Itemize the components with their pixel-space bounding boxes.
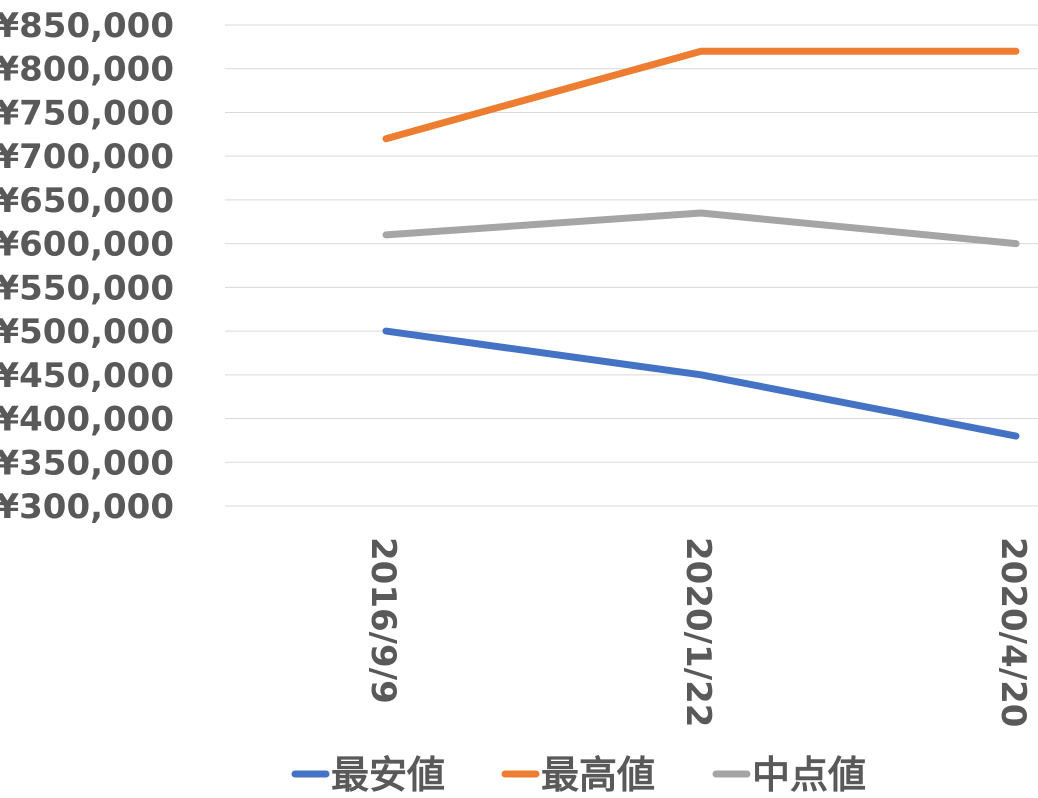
y-tick-label: ¥450,000 bbox=[0, 356, 174, 396]
series-line-1 bbox=[382, 47, 1020, 143]
y-axis-tick-labels: ¥300,000¥350,000¥400,000¥450,000¥500,000… bbox=[0, 6, 174, 527]
y-tick-label: ¥800,000 bbox=[0, 50, 174, 90]
x-axis-tick-labels: 2016/9/9 2020/1/22 2020/4/20 bbox=[363, 537, 1033, 727]
y-tick-label: ¥600,000 bbox=[0, 225, 174, 265]
y-tick-label: ¥400,000 bbox=[0, 400, 174, 440]
legend-label-2: 中点値 bbox=[752, 753, 866, 797]
series-lines bbox=[382, 47, 1020, 440]
y-tick-label: ¥750,000 bbox=[0, 93, 174, 133]
y-tick-label: ¥850,000 bbox=[0, 6, 174, 46]
x-tick-label: 2016/9/9 bbox=[363, 537, 403, 704]
x-tick-label: 2020/1/22 bbox=[678, 537, 718, 727]
series-line-2 bbox=[382, 209, 1020, 248]
x-tick-label: 2020/4/20 bbox=[993, 537, 1033, 727]
y-tick-label: ¥700,000 bbox=[0, 137, 174, 177]
series-line-0 bbox=[382, 327, 1020, 440]
y-tick-label: ¥350,000 bbox=[0, 443, 174, 483]
gridlines bbox=[225, 24, 1038, 507]
y-tick-label: ¥300,000 bbox=[0, 487, 174, 527]
legend-label-0: 最安値 bbox=[331, 753, 445, 797]
legend-label-1: 最高値 bbox=[541, 753, 655, 797]
y-tick-label: ¥650,000 bbox=[0, 181, 174, 221]
legend: 最安値 最高値 中点値 bbox=[291, 753, 866, 797]
y-tick-label: ¥500,000 bbox=[0, 312, 174, 352]
y-tick-label: ¥550,000 bbox=[0, 268, 174, 308]
